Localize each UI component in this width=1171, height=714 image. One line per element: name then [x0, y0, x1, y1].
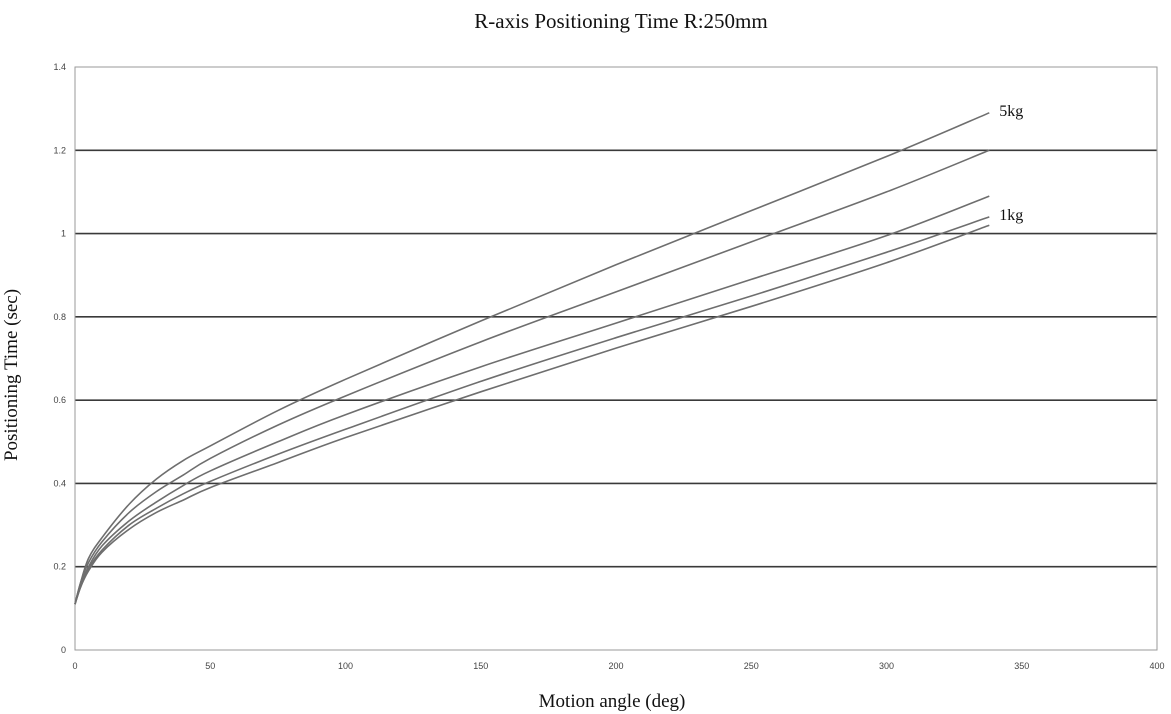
x-tick-label: 300	[879, 661, 894, 671]
y-axis-title: Positioning Time (sec)	[1, 289, 22, 461]
x-tick-label: 100	[338, 661, 353, 671]
x-axis-title: Motion angle (deg)	[539, 691, 686, 712]
y-tick-label: 1.4	[53, 62, 66, 72]
series-line-1	[74, 112, 990, 605]
x-tick-label: 250	[744, 661, 759, 671]
chart-title: R-axis Positioning Time R:250mm	[474, 9, 767, 33]
y-axis-ticks: 0 0.2 0.4 0.6 0.8 1 1.2 1.4	[53, 62, 66, 655]
y-tick-label: 1	[61, 229, 66, 239]
x-tick-label: 200	[608, 661, 623, 671]
x-tick-label: 150	[473, 661, 488, 671]
series-label: 1kg	[999, 207, 1023, 224]
y-tick-label: 1.2	[53, 145, 66, 155]
x-tick-label: 400	[1149, 661, 1164, 671]
series-label: 5kg	[999, 103, 1023, 120]
y-tick-label: 0.8	[53, 312, 66, 322]
series-line-4	[74, 216, 990, 605]
y-tick-label: 0.2	[53, 562, 66, 572]
x-axis-ticks: 0 50 100 150 200 250 300 350 400	[72, 661, 1164, 671]
series-lines	[74, 112, 990, 605]
series-labels: 5kg 1kg	[999, 103, 1023, 224]
y-tick-label: 0.4	[53, 478, 66, 488]
x-tick-label: 50	[205, 661, 215, 671]
series-line-3	[74, 195, 990, 605]
plot-area	[74, 66, 1158, 651]
series-line-5	[74, 224, 990, 605]
y-tick-label: 0	[61, 645, 66, 655]
y-tick-label: 0.6	[53, 395, 66, 405]
grid-lines	[75, 149, 1157, 568]
x-tick-label: 350	[1014, 661, 1029, 671]
series-line-2	[74, 149, 990, 605]
x-tick-label: 0	[72, 661, 77, 671]
